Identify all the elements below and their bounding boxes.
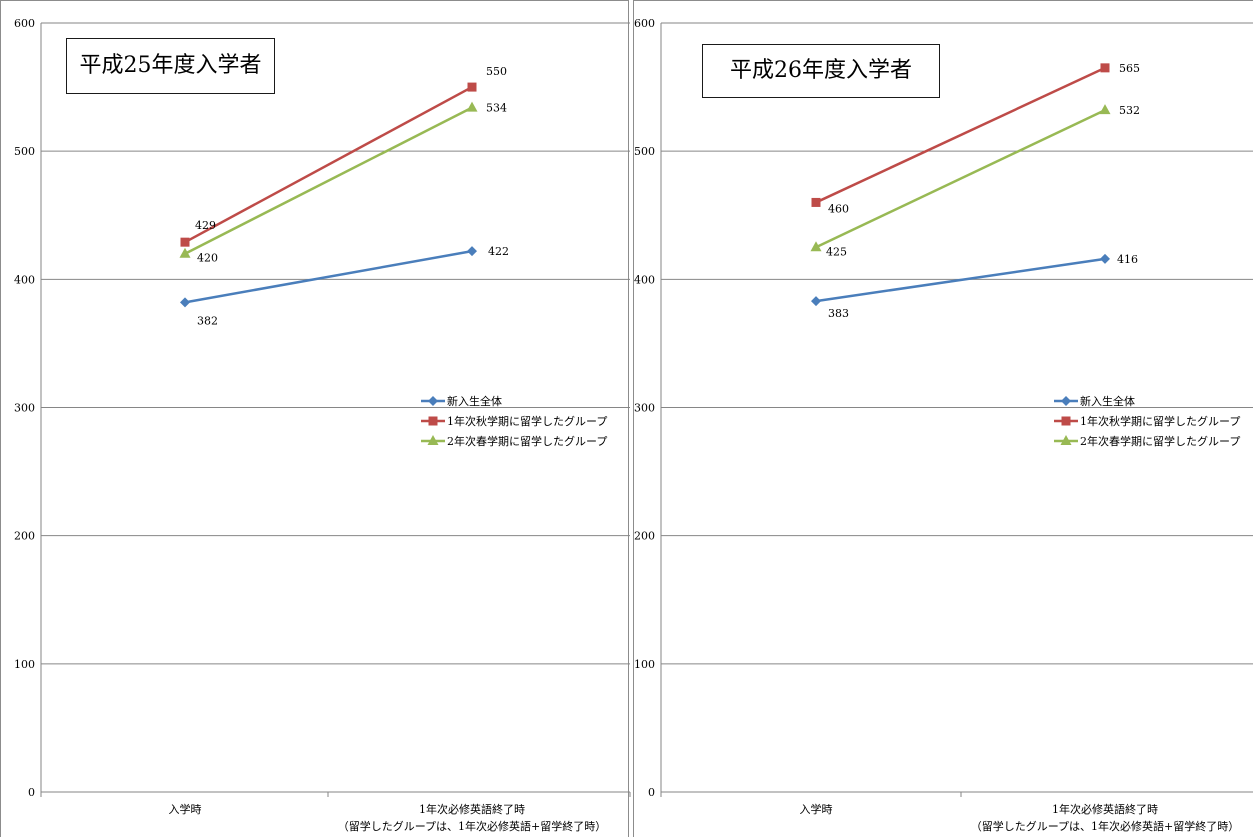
- series-3: 420 534: [179, 101, 507, 265]
- series-line: [184, 106, 473, 255]
- series-line: [184, 85, 473, 244]
- data-point: [1099, 104, 1111, 115]
- y-tick-label: 0: [648, 786, 655, 799]
- data-point: [810, 241, 822, 252]
- data-point: [180, 237, 190, 247]
- line-chart-h26: 0 100 200 300 400 500 600 入学時 1年次必修英語終了時 （留学したグルー…: [634, 17, 1253, 833]
- legend-swatch-marker: [427, 435, 439, 445]
- data-label: 460: [828, 202, 849, 215]
- x-tick-label: 入学時: [800, 802, 833, 816]
- legend-label: 1年次秋学期に留学したグループ: [1080, 414, 1240, 428]
- legend-label: 新入生全体: [447, 394, 502, 408]
- data-label: 383: [828, 307, 849, 320]
- data-label: 534: [486, 102, 507, 115]
- data-point: [1100, 63, 1110, 73]
- series-line: [184, 249, 473, 304]
- legend-item: 1年次秋学期に留学したグループ: [421, 414, 607, 428]
- y-tick-label: 0: [28, 786, 35, 799]
- legend-swatch-marker: [1061, 396, 1071, 406]
- legend-swatch-marker: [428, 416, 438, 426]
- y-tick-label: 600: [634, 17, 655, 30]
- y-tick-label: 100: [14, 658, 35, 671]
- data-label: 416: [1117, 253, 1138, 266]
- data-point: [811, 296, 821, 307]
- series-2: 429 550: [180, 65, 507, 247]
- x-tick-sublabel: （留学したグループは、1年次必修英語+留学終了時）: [338, 819, 607, 833]
- y-tick-label: 100: [634, 658, 655, 671]
- y-tick-label: 300: [14, 402, 35, 415]
- chart-title: 平成26年度入学者: [702, 44, 940, 98]
- y-tick-label: 200: [634, 530, 655, 543]
- data-point: [179, 247, 191, 258]
- x-tick-sublabel: （留学したグループは、1年次必修英語+留学終了時）: [971, 819, 1240, 833]
- data-point: [1100, 253, 1110, 264]
- series-line: [815, 257, 1106, 303]
- data-label: 565: [1119, 62, 1140, 75]
- x-tick-label: 1年次必修英語終了時: [1052, 802, 1158, 816]
- data-label: 420: [197, 252, 218, 265]
- series-line: [815, 66, 1106, 204]
- data-point: [467, 246, 477, 257]
- x-tick-label: 1年次必修英語終了時: [419, 802, 525, 816]
- legend-item: 2年次春学期に留学したグループ: [421, 434, 607, 448]
- y-tick-label: 600: [14, 17, 35, 30]
- legend: 新入生全体 1年次秋学期に留学したグループ 2年次春学期に留学したグループ: [1054, 394, 1240, 448]
- chart-title: 平成25年度入学者: [66, 38, 275, 94]
- y-tick-label: 200: [14, 530, 35, 543]
- data-point: [180, 297, 190, 308]
- legend-item: 1年次秋学期に留学したグループ: [1054, 414, 1240, 428]
- legend-item: 新入生全体: [421, 394, 502, 408]
- y-tick-label: 500: [634, 145, 655, 158]
- y-tick-label: 400: [634, 273, 655, 286]
- chart-panel-h26: 0 100 200 300 400 500 600 入学時 1年次必修英語終了時 （留学したグルー…: [633, 0, 1253, 837]
- legend-item: 2年次春学期に留学したグループ: [1054, 434, 1240, 448]
- chart-panel-h25: 0 100 200 300 400 500 600 入学時 1年次必修英語終了時 （留学したグルー…: [0, 0, 631, 837]
- legend-swatch-marker: [1060, 435, 1072, 445]
- legend-label: 新入生全体: [1080, 394, 1135, 408]
- y-tick-label: 300: [634, 402, 655, 415]
- data-label: 532: [1119, 104, 1140, 117]
- legend-label: 2年次春学期に留学したグループ: [447, 434, 607, 448]
- series-2: 460 565: [811, 62, 1140, 215]
- series-3: 425 532: [810, 104, 1140, 258]
- series-1: 383 416: [811, 253, 1138, 320]
- y-tick-label: 500: [14, 145, 35, 158]
- data-label: 550: [486, 65, 507, 78]
- data-point: [467, 82, 477, 92]
- data-label: 422: [488, 245, 509, 258]
- legend-label: 2年次春学期に留学したグループ: [1080, 434, 1240, 448]
- data-label: 429: [195, 219, 216, 232]
- legend-label: 1年次秋学期に留学したグループ: [447, 414, 607, 428]
- legend: 新入生全体 1年次秋学期に留学したグループ 2年次春学期に留学したグループ: [421, 394, 607, 448]
- legend-swatch-marker: [1061, 416, 1071, 426]
- data-label: 382: [197, 314, 218, 327]
- x-tick-label: 入学時: [169, 802, 202, 816]
- legend-swatch-marker: [428, 396, 438, 406]
- legend-item: 新入生全体: [1054, 394, 1135, 408]
- series-1: 382 422: [180, 245, 509, 327]
- data-point: [811, 197, 821, 207]
- line-chart-h25: 0 100 200 300 400 500 600 入学時 1年次必修英語終了時 （留学したグルー…: [14, 17, 631, 833]
- series-line: [815, 109, 1106, 249]
- data-label: 425: [826, 245, 847, 258]
- data-point: [466, 101, 478, 112]
- y-tick-label: 400: [14, 273, 35, 286]
